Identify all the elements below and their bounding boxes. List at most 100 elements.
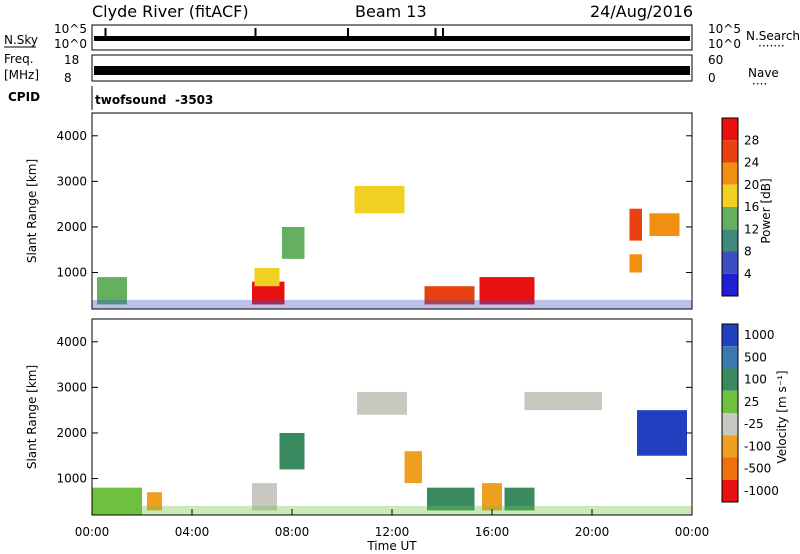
colorbar-segment [722,457,738,480]
colorbar-tick-label: 8 [744,245,752,259]
heatmap-patch [147,492,162,511]
date-title: 24/Aug/2016 [590,2,693,21]
heatmap-patch [282,226,305,259]
y-tick-label: 3000 [56,380,87,394]
colorbar-segment [722,324,738,347]
colorbar-segment [722,435,738,458]
y-tick-label: 2000 [56,426,87,440]
freq-panel-frame [91,54,693,82]
colorbar-tick-label: -100 [744,439,771,453]
heatmap-patch [482,483,502,511]
colorbar-tick-label: -500 [744,462,771,476]
heatmap-patch [92,487,142,515]
colorbar-tick-label: 1000 [744,328,775,342]
heatmap-patch [424,286,475,305]
velocity-ylabel: Slant Range [km] [25,365,39,469]
colorbar-segment [722,390,738,413]
time-axis-label: Time UT [366,539,417,553]
noise-tick-top-right: 10^5 [708,22,741,36]
station-title: Clyde River (fitACF) [92,2,249,21]
colorbar-segment [722,162,738,185]
colorbar-segment [722,251,738,274]
colorbar-segment [722,273,738,296]
colorbar-tick-label: 24 [744,156,759,170]
freq-tick-bottom-left: 8 [64,71,72,85]
cpid-id: -3503 [175,93,213,107]
noise-trace [94,28,690,41]
heatmap-patch [629,254,642,273]
y-tick-label: 4000 [56,335,87,349]
x-tick-label: 00:00 [675,525,710,539]
colorbar-tick-label: -25 [744,417,764,431]
power-heatmap [92,185,692,309]
y-tick-label: 4000 [56,129,87,143]
noise-left-label: N.Sky [4,33,38,47]
heatmap-patch [357,391,407,415]
colorbar-tick-label: 20 [744,178,759,192]
noise-trace-band [94,36,690,41]
velocity-yticks: 1000 2000 3000 4000 [56,335,692,486]
velocity-heatmap [92,391,692,515]
power-panel-frame [91,112,693,310]
noise-panel-frame [91,24,693,51]
heatmap-patch [254,267,280,287]
colorbar-segment [722,118,738,141]
velocity-colorbar-label: Velocity [m s⁻¹] [775,370,789,463]
y-tick-label: 3000 [56,174,87,188]
x-tick-label: 16:00 [475,525,510,539]
heatmap-patch [637,410,687,456]
colorbar-segment [722,413,738,436]
heatmap-patch [97,277,127,305]
noise-spike [104,28,107,38]
noise-tick-top-left: 10^5 [54,22,87,36]
heatmap-patch [279,432,305,470]
freq-tick-bottom-right: 0 [708,71,716,85]
beam-title: Beam 13 [355,2,427,21]
colorbar-tick-label: 100 [744,373,767,387]
noise-right-label: N.Search [746,29,800,43]
colorbar-segment [722,184,738,207]
power-colorbar: 4 8 12 16 20 24 28 [721,117,759,297]
velocity-colorbar: 1000 500 100 25 -25 -100 -500 -1000 [721,323,779,503]
freq-tick-top-right: 60 [708,53,723,67]
colorbar-segment [722,229,738,252]
colorbar-tick-label: -1000 [744,484,779,498]
heatmap-patch [479,277,535,305]
noise-tick-bottom-left: 10^0 [54,37,87,51]
colorbar-tick-label: 500 [744,350,767,364]
heatmap-patch [504,487,535,511]
noise-spike [347,28,349,38]
x-tick-label: 12:00 [375,525,410,539]
colorbar-segment [722,368,738,391]
velocity-panel-frame [91,318,693,516]
heatmap-patch [404,451,422,484]
y-tick-label: 2000 [56,220,87,234]
freq-band [94,66,690,75]
noise-spike [442,28,444,38]
heatmap-patch [354,185,405,214]
y-tick-label: 1000 [56,472,87,486]
x-tick-label: 20:00 [575,525,610,539]
heatmap-patch [524,391,602,411]
colorbar-tick-label: 25 [744,395,759,409]
colorbar-frame [721,117,739,297]
cpid-program: twofsound [95,93,166,107]
x-tick-label: 04:00 [175,525,210,539]
power-yticks: 1000 2000 3000 4000 [56,129,692,280]
colorbar-tick-label: 12 [744,222,759,236]
noise-tick-bottom-right: 10^0 [708,37,741,51]
freq-right-label: Nave [748,66,779,80]
colorbar-frame [721,323,739,503]
colorbar-tick-label: 28 [744,133,759,147]
time-axis-ticks: 00:00 04:00 08:00 12:00 16:00 20:00 00:00 [75,509,710,539]
freq-left-label-1: Freq. [4,52,34,66]
colorbar-segment [722,140,738,163]
power-ylabel: Slant Range [km] [25,159,39,263]
cpid-label: CPID [8,90,40,104]
heatmap-patch [649,213,680,237]
noise-right-marker: ······· [758,39,785,53]
colorbar-segment [722,479,738,502]
freq-tick-top-left: 18 [64,53,79,67]
y-tick-label: 1000 [56,266,87,280]
